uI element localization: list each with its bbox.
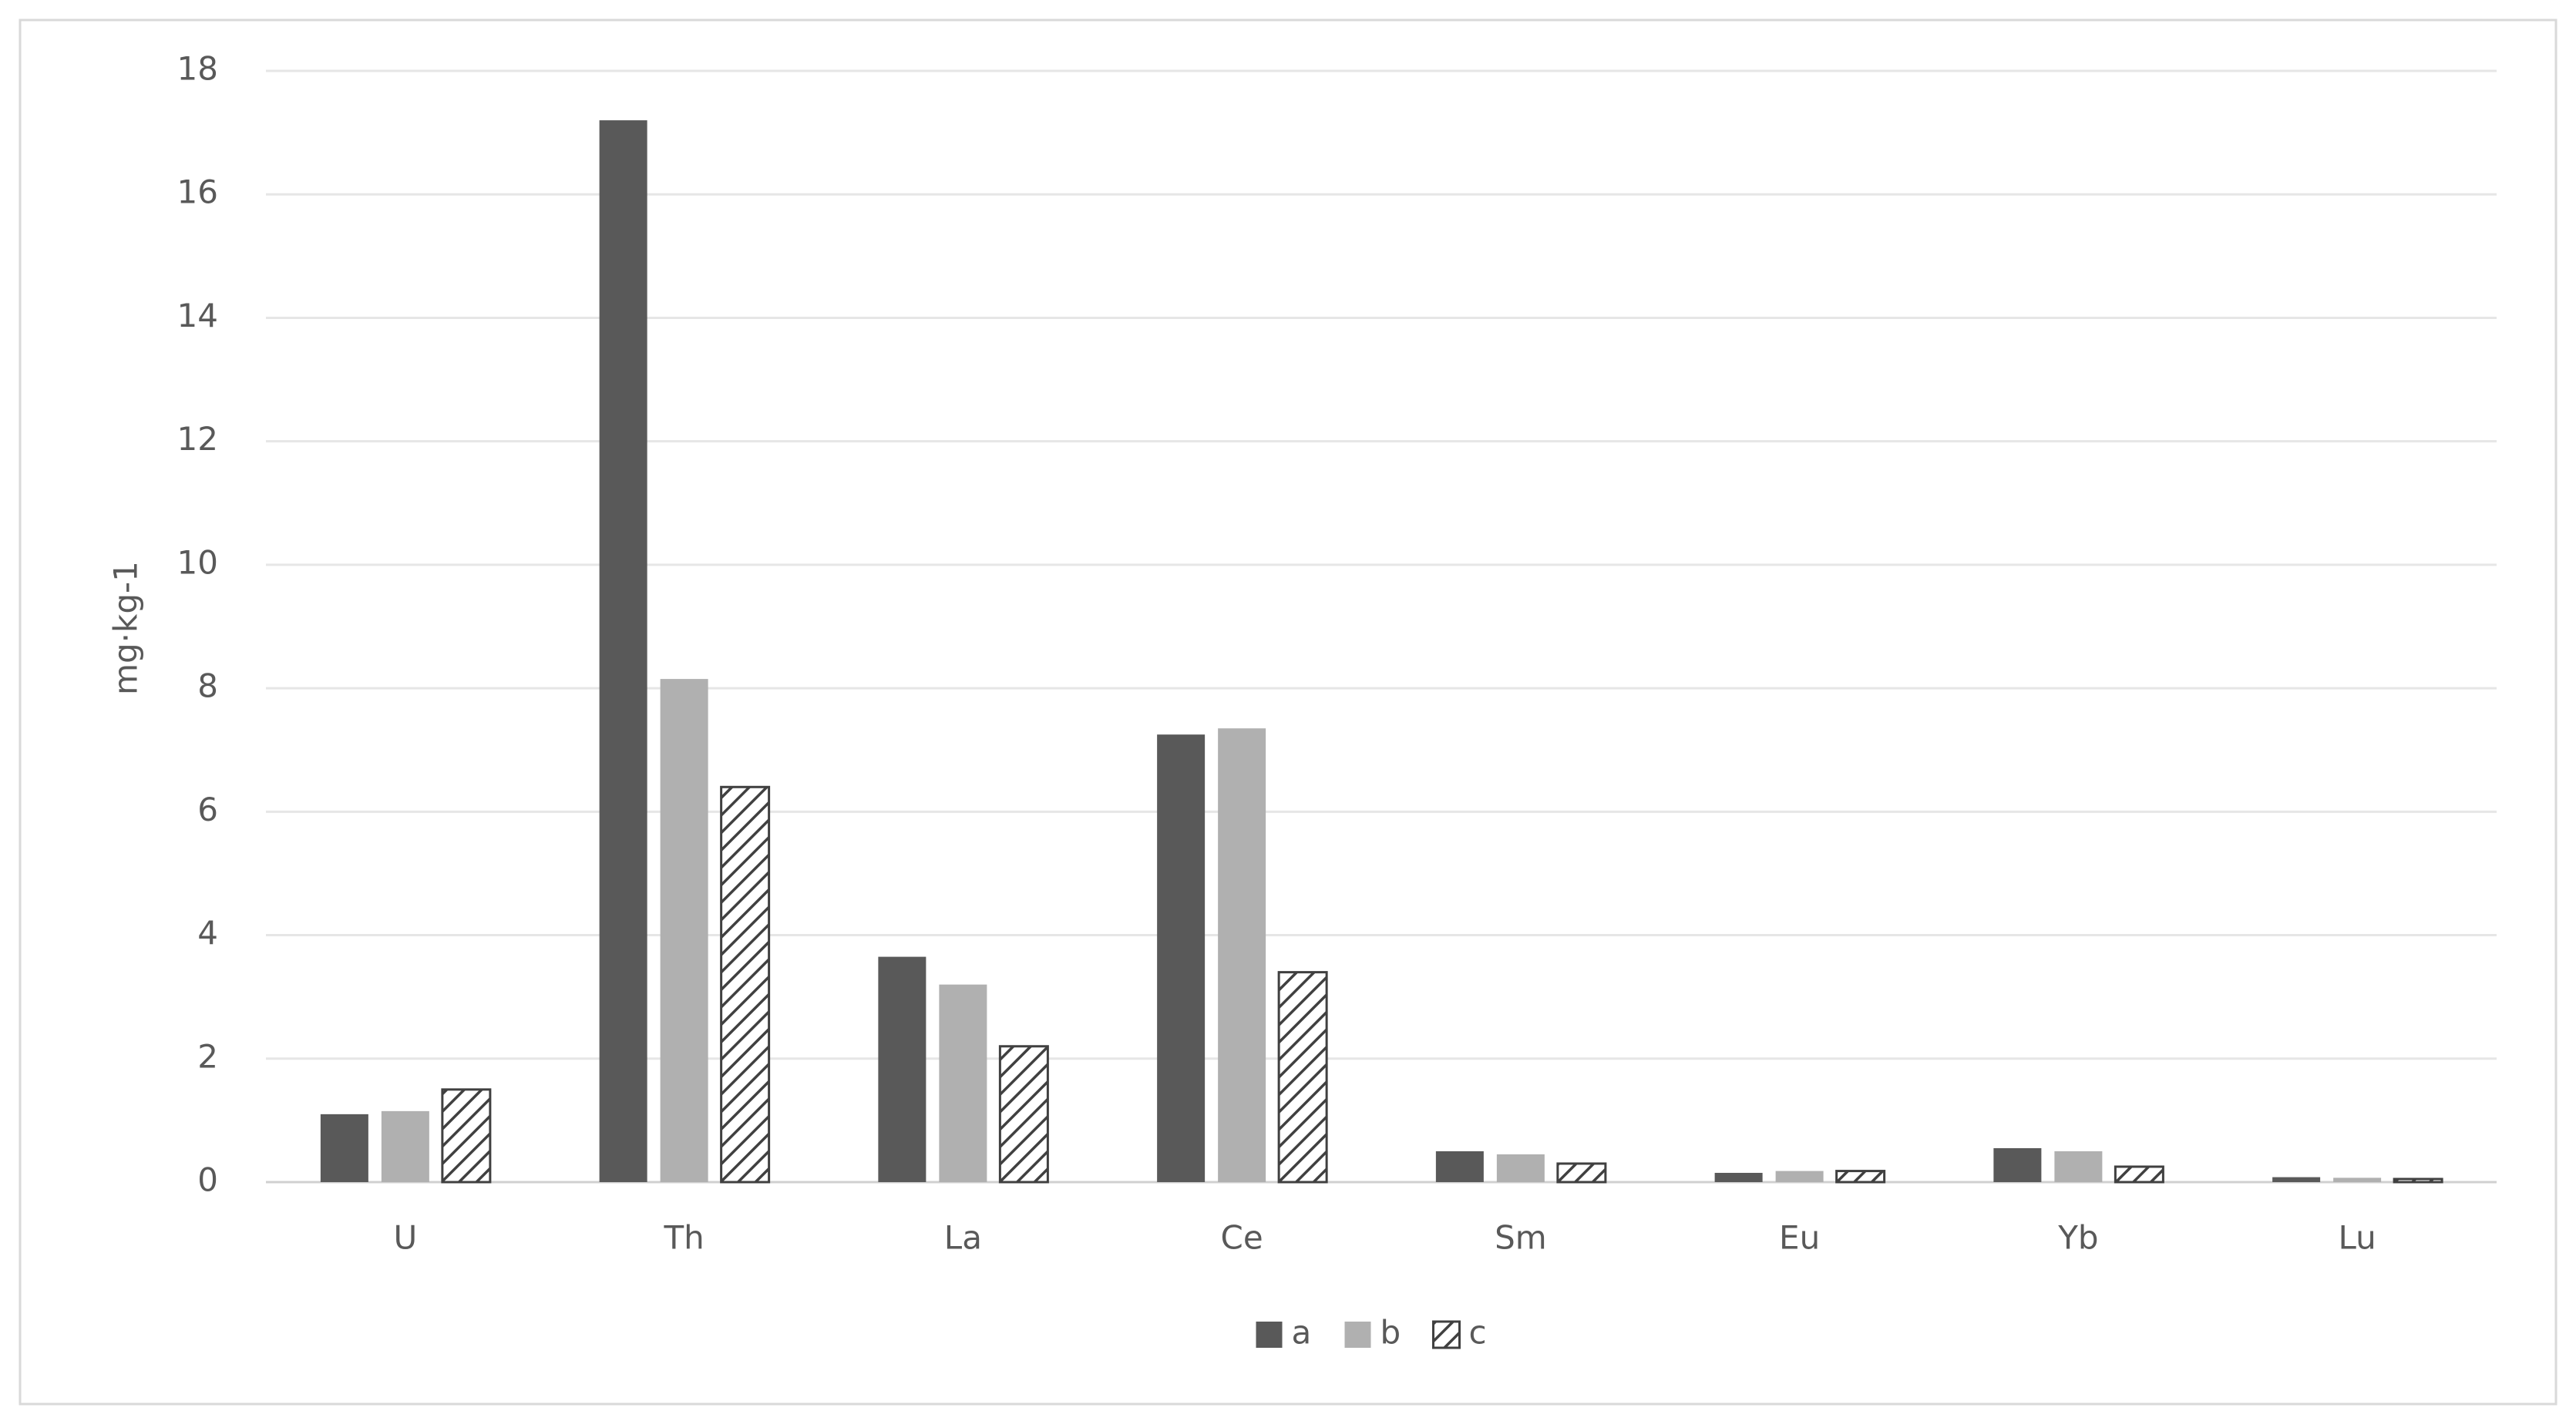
bar bbox=[441, 1088, 492, 1184]
y-tick-label: 2 bbox=[197, 1037, 218, 1075]
x-tick-label: Th bbox=[663, 1219, 704, 1257]
bar bbox=[939, 984, 987, 1182]
bar bbox=[2393, 1177, 2443, 1184]
bar bbox=[1556, 1162, 1607, 1184]
bar bbox=[2272, 1177, 2321, 1182]
y-tick-label: 18 bbox=[177, 50, 218, 88]
y-tick-label: 8 bbox=[197, 667, 218, 705]
chart-frame bbox=[18, 18, 2558, 1406]
y-tick-label: 4 bbox=[197, 914, 218, 952]
y-tick-label: 14 bbox=[177, 297, 218, 334]
y-tick-label: 0 bbox=[197, 1161, 218, 1199]
y-tick-label: 6 bbox=[197, 791, 218, 828]
bar bbox=[660, 679, 708, 1182]
y-tick-label: 12 bbox=[177, 420, 218, 458]
bar bbox=[1157, 734, 1206, 1182]
legend-swatch bbox=[1256, 1322, 1283, 1348]
bar bbox=[1277, 971, 1328, 1184]
x-tick-label: La bbox=[944, 1219, 982, 1257]
bar bbox=[998, 1045, 1049, 1184]
x-tick-label: Sm bbox=[1495, 1219, 1547, 1257]
bar bbox=[2333, 1177, 2382, 1182]
bar bbox=[878, 956, 926, 1182]
x-tick-label: Eu bbox=[1779, 1219, 1820, 1257]
legend-label: a bbox=[1292, 1314, 1312, 1352]
x-tick-label: Ce bbox=[1221, 1219, 1263, 1257]
x-tick-label: Lu bbox=[2338, 1219, 2376, 1257]
y-axis-label: mg·kg-1 bbox=[107, 561, 145, 695]
bar bbox=[1835, 1170, 1886, 1184]
bar bbox=[1714, 1172, 1763, 1182]
y-tick-label: 16 bbox=[177, 173, 218, 211]
bar bbox=[381, 1110, 429, 1182]
bar bbox=[1435, 1151, 1484, 1182]
legend-label: b bbox=[1380, 1314, 1401, 1352]
bar bbox=[1496, 1154, 1545, 1182]
bar bbox=[1218, 728, 1266, 1182]
legend-swatch bbox=[1432, 1320, 1461, 1349]
bar bbox=[2054, 1151, 2103, 1182]
legend-label: c bbox=[1469, 1314, 1487, 1352]
bar bbox=[2114, 1165, 2164, 1184]
bar bbox=[1775, 1171, 1824, 1182]
bar bbox=[599, 120, 647, 1183]
x-tick-label: U bbox=[394, 1219, 418, 1257]
legend-swatch bbox=[1344, 1322, 1371, 1348]
x-tick-label: Yb bbox=[2057, 1219, 2098, 1257]
bar bbox=[720, 785, 771, 1184]
y-tick-label: 10 bbox=[177, 543, 218, 581]
bar bbox=[1993, 1147, 2042, 1182]
bar bbox=[320, 1114, 368, 1182]
